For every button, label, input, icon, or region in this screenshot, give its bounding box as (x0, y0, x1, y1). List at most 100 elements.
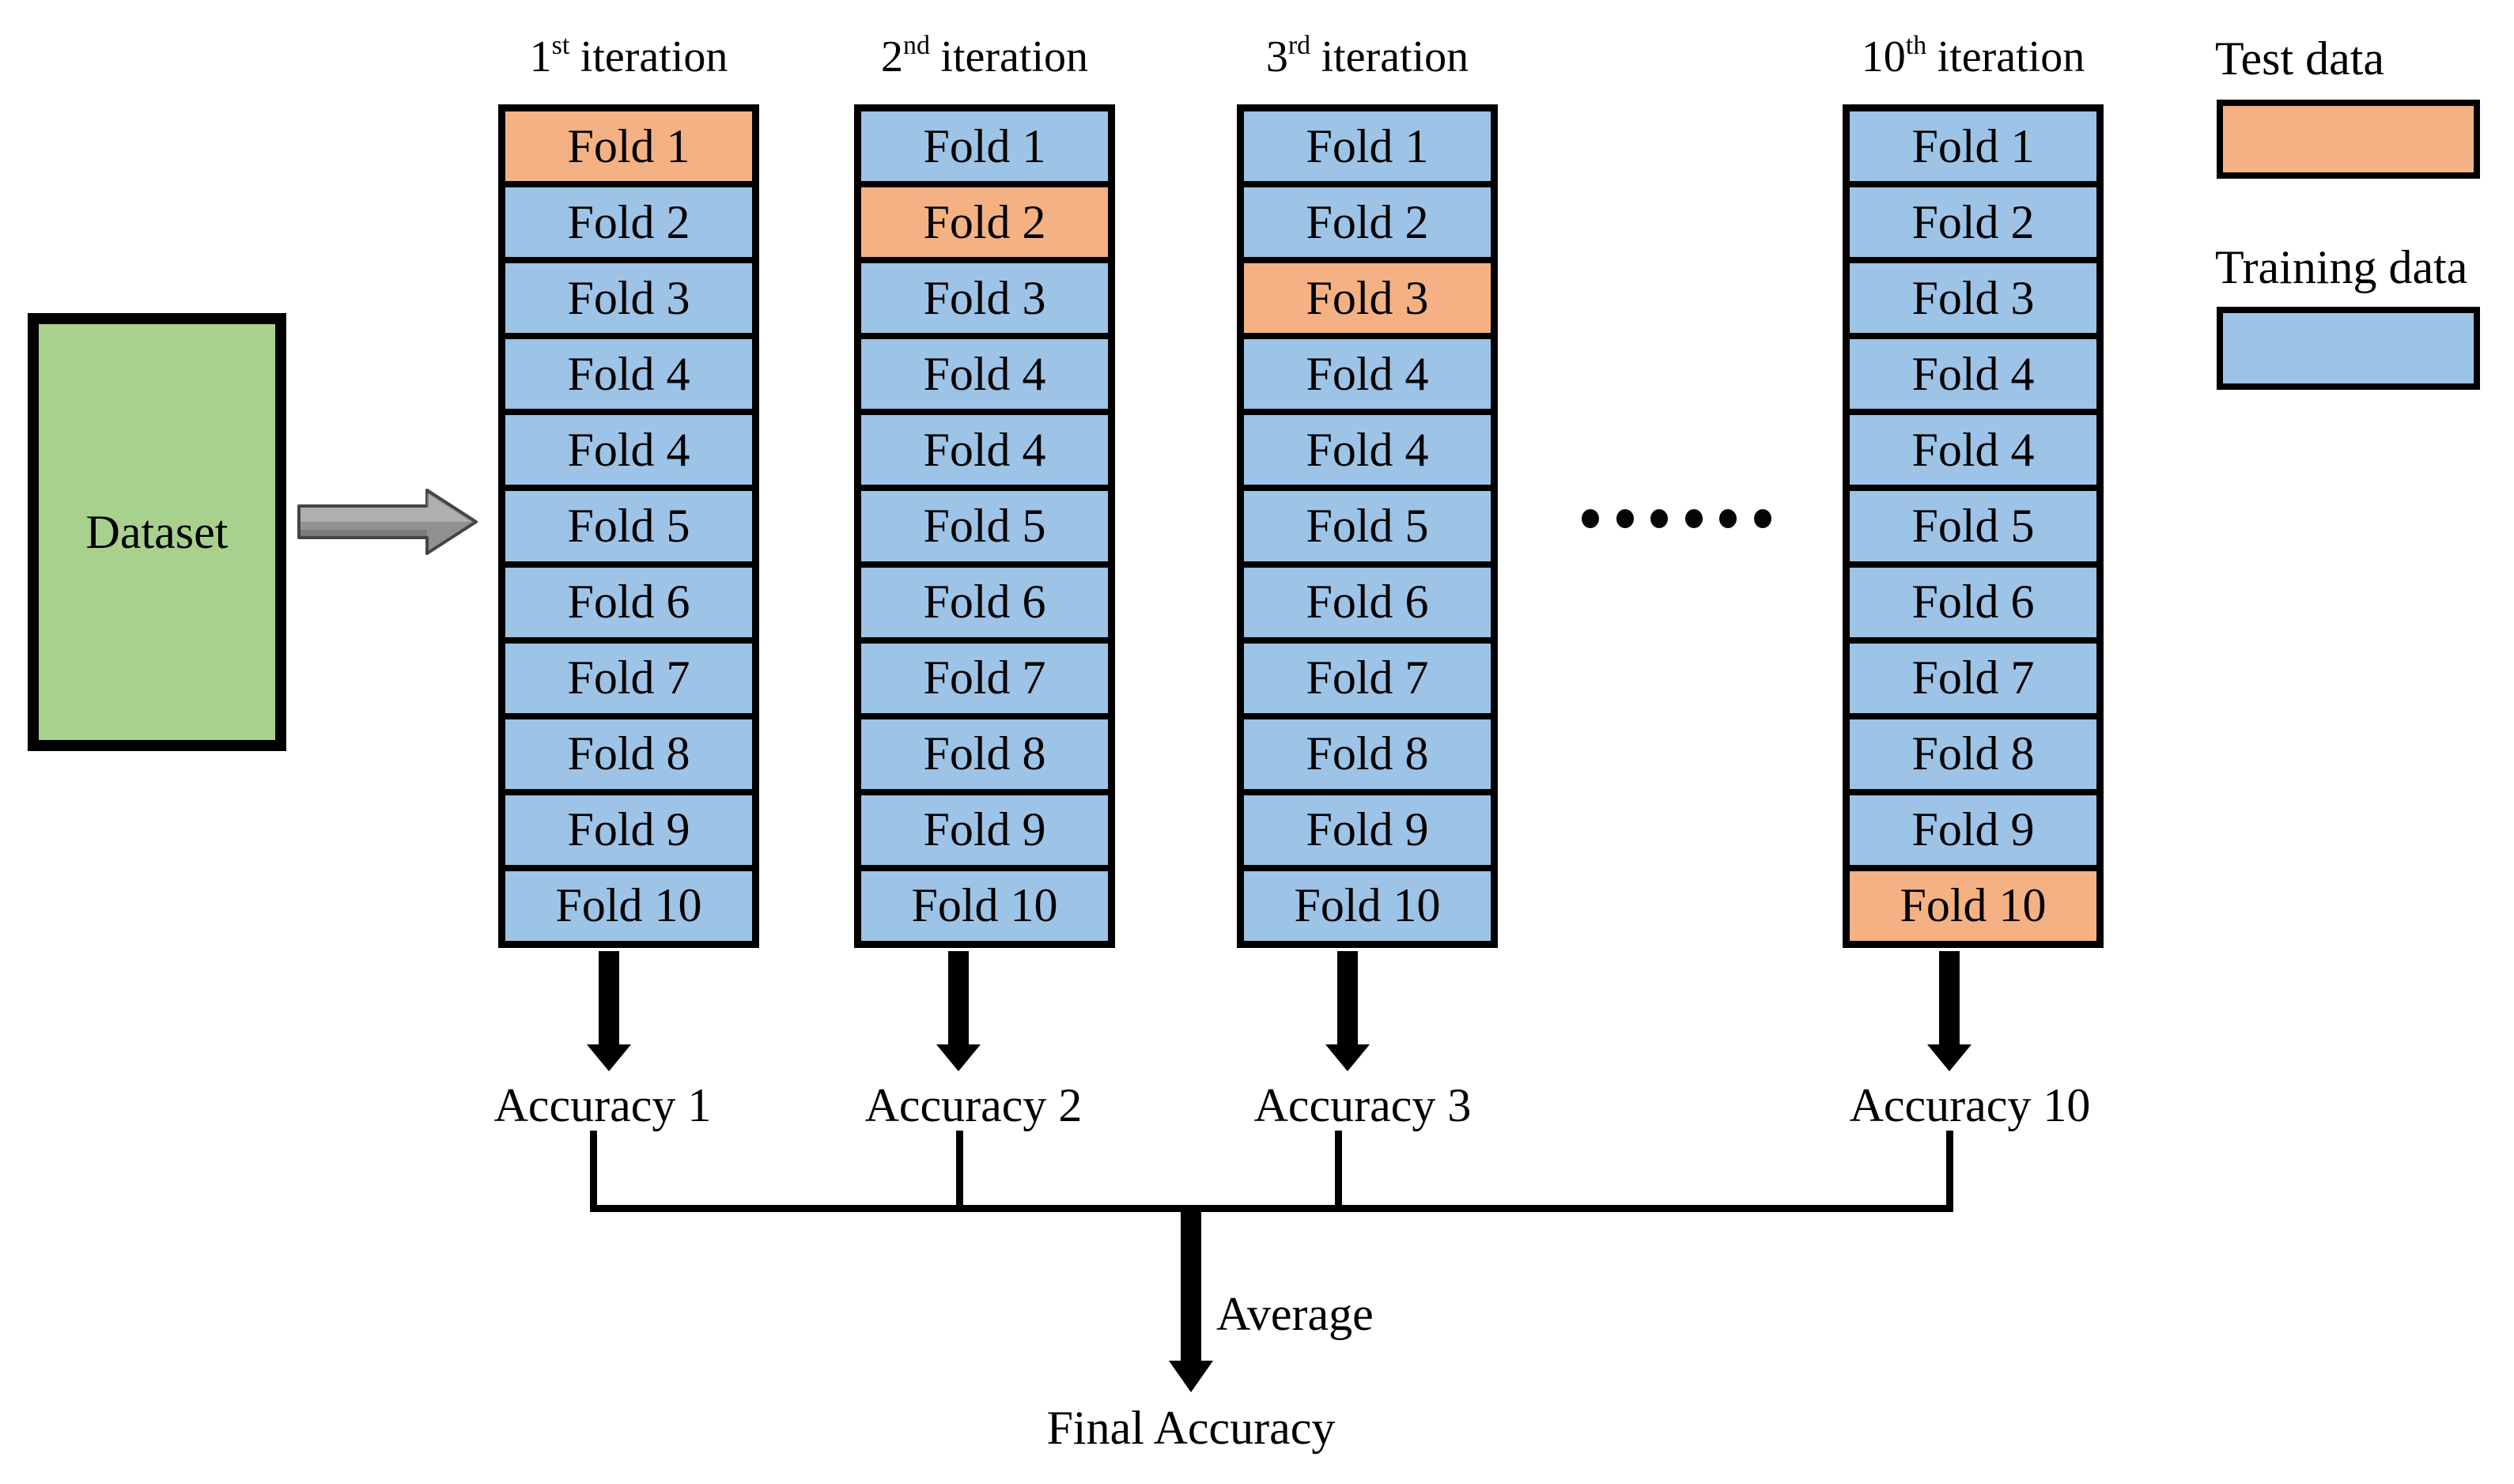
fold-cell: Fold 9 (502, 791, 755, 868)
fold-cell: Fold 4 (502, 412, 755, 489)
fold-cell: Fold 5 (858, 488, 1111, 565)
iteration-column-3: Fold 1 Fold 2 Fold 3 Fold 4 Fold 4 Fold 5 Fold… (1237, 104, 1498, 948)
accuracy-label: Accuracy 1 (493, 1079, 712, 1131)
iteration-column-1: Fold 1 Fold 2 Fold 3 Fold 4 Fold 4 Fold 5 Fold… (498, 104, 759, 948)
fold-cell: Fold 6 (1847, 564, 2100, 640)
connector-line (590, 1205, 1953, 1212)
fold-cell: Fold 9 (1241, 791, 1494, 868)
fold-cell: Fold 4 (502, 336, 755, 413)
dataset-to-folds-arrow-icon (297, 489, 478, 555)
fold-cell: Fold 2 (502, 184, 755, 261)
dot (1616, 509, 1634, 528)
iteration-column-2: Fold 1 Fold 2 Fold 3 Fold 4 Fold 4 Fold 5 Fold… (854, 104, 1115, 948)
column-down-arrow-shaft (948, 951, 969, 1044)
accuracy-drop-line (1335, 1131, 1342, 1208)
average-label: Average (1216, 1288, 1374, 1340)
fold-cell: Fold 8 (1241, 716, 1494, 792)
fold-cell: Fold 1 (1241, 108, 1494, 185)
header-ordinal: 10 (1861, 32, 1906, 81)
fold-cell: Fold 4 (1847, 336, 2100, 413)
fold-cell: Fold 6 (858, 564, 1111, 640)
header-ordinal-suffix: rd (1287, 31, 1311, 61)
iteration-column-header: 10th iteration (1862, 32, 2085, 82)
header-word: iteration (1321, 32, 1469, 81)
iteration-column-header: 3rd iteration (1266, 32, 1469, 82)
iteration-column-4: Fold 1 Fold 2 Fold 3 Fold 4 Fold 4 Fold 5 Fold… (1843, 104, 2104, 948)
accuracy-label: Accuracy 3 (1253, 1079, 1472, 1131)
fold-cell: Fold 1 (858, 108, 1111, 185)
dot (1684, 509, 1703, 528)
fold-cell: Fold 8 (858, 716, 1111, 792)
legend-test-swatch (2217, 100, 2480, 179)
fold-cell: Fold 8 (1847, 716, 2100, 792)
fold-cell: Fold 8 (502, 716, 755, 792)
header-ordinal: 3 (1265, 32, 1288, 81)
fold-cell: Fold 6 (502, 564, 755, 640)
fold-cell: Fold 3 (1847, 260, 2100, 337)
fold-cell: Fold 2 (1847, 184, 2100, 261)
dataset-box: Dataset (28, 313, 286, 751)
column-down-arrow-head (1927, 1044, 1972, 1071)
fold-cell: Fold 4 (858, 412, 1111, 489)
dot (1719, 509, 1737, 528)
fold-cell-test: Fold 1 (502, 108, 755, 185)
fold-cell: Fold 3 (858, 260, 1111, 337)
accuracy-drop-line (956, 1131, 963, 1208)
fold-cell-test: Fold 10 (1847, 867, 2100, 945)
header-word: iteration (940, 32, 1089, 81)
fold-cell: Fold 4 (1847, 412, 2100, 489)
dataset-label: Dataset (85, 506, 229, 558)
column-down-arrow-head (587, 1044, 631, 1071)
header-ordinal: 1 (529, 32, 552, 81)
fold-cell: Fold 3 (502, 260, 755, 337)
fold-cell: Fold 9 (1847, 791, 2100, 868)
average-arrow-head (1169, 1361, 1213, 1392)
iteration-column-header: 1st iteration (530, 32, 728, 82)
average-arrow-shaft (1181, 1212, 1201, 1361)
fold-cell: Fold 10 (1241, 867, 1494, 945)
fold-cell: Fold 7 (858, 640, 1111, 716)
header-word: iteration (580, 32, 728, 81)
fold-cell: Fold 5 (1241, 488, 1494, 565)
fold-cell: Fold 7 (502, 640, 755, 716)
fold-cell: Fold 5 (1847, 488, 2100, 565)
fold-cell: Fold 9 (858, 791, 1111, 868)
fold-cell: Fold 1 (1847, 108, 2100, 185)
fold-cell: Fold 2 (1241, 184, 1494, 261)
fold-cell: Fold 7 (1241, 640, 1494, 716)
header-ordinal-suffix: st (551, 31, 570, 61)
accuracy-label: Accuracy 10 (1849, 1079, 2091, 1131)
legend-test-label: Test data (2215, 32, 2385, 85)
fold-cell: Fold 10 (858, 867, 1111, 945)
fold-cell: Fold 4 (858, 336, 1111, 413)
dot (1650, 509, 1669, 528)
column-down-arrow-shaft (1337, 951, 1358, 1044)
header-ordinal-suffix: th (1905, 31, 1927, 61)
header-ordinal-suffix: nd (902, 31, 930, 61)
fold-cell-test: Fold 2 (858, 184, 1111, 261)
column-down-arrow-head (936, 1044, 981, 1071)
dot (1582, 509, 1599, 528)
header-word: iteration (1937, 32, 2085, 81)
fold-cell: Fold 10 (502, 867, 755, 945)
fold-cell: Fold 5 (502, 488, 755, 565)
final-accuracy-label: Final Accuracy (1046, 1402, 1336, 1454)
accuracy-drop-line (590, 1131, 597, 1208)
fold-cell-test: Fold 3 (1241, 260, 1494, 337)
fold-cell: Fold 4 (1241, 412, 1494, 489)
dot (1753, 509, 1771, 528)
column-down-arrow-shaft (1939, 951, 1960, 1044)
fold-cell: Fold 4 (1241, 336, 1494, 413)
fold-cell: Fold 6 (1241, 564, 1494, 640)
iteration-column-header: 2nd iteration (881, 32, 1088, 82)
accuracy-label: Accuracy 2 (864, 1079, 1083, 1131)
legend-training-swatch (2217, 307, 2480, 390)
accuracy-drop-line (1946, 1131, 1953, 1208)
ellipsis-dots (1582, 508, 1771, 529)
fold-cell: Fold 7 (1847, 640, 2100, 716)
legend-training-label: Training data (2215, 241, 2468, 293)
column-down-arrow-head (1325, 1044, 1370, 1071)
header-ordinal: 2 (880, 32, 903, 81)
column-down-arrow-shaft (599, 951, 619, 1044)
